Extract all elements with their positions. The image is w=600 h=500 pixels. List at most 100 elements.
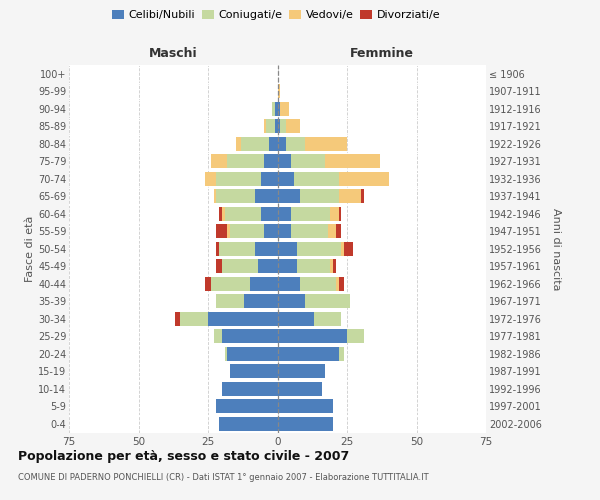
Bar (222, 382, 277, 396)
Bar (250, 276, 277, 291)
Bar (217, 242, 219, 256)
Bar (261, 172, 277, 186)
Bar (255, 189, 277, 204)
Bar (277, 259, 297, 274)
Bar (338, 206, 341, 221)
Bar (227, 224, 230, 238)
Bar (277, 364, 325, 378)
Bar (305, 294, 350, 308)
Bar (314, 312, 341, 326)
Bar (255, 242, 277, 256)
Bar (297, 259, 331, 274)
Bar (277, 189, 300, 204)
Bar (205, 172, 217, 186)
Bar (277, 119, 280, 134)
Bar (277, 84, 280, 98)
Bar (217, 294, 244, 308)
Bar (277, 224, 292, 238)
Bar (214, 189, 217, 204)
Bar (277, 102, 280, 116)
Bar (347, 329, 364, 344)
Bar (180, 312, 208, 326)
Bar (277, 329, 347, 344)
Bar (217, 189, 255, 204)
Bar (230, 224, 263, 238)
Bar (263, 224, 277, 238)
Bar (272, 102, 275, 116)
Bar (227, 346, 277, 361)
Y-axis label: Fasce di età: Fasce di età (25, 216, 35, 282)
Bar (336, 276, 338, 291)
Bar (338, 172, 389, 186)
Bar (286, 119, 300, 134)
Bar (263, 154, 277, 168)
Bar (244, 294, 277, 308)
Bar (236, 136, 241, 151)
Bar (341, 242, 344, 256)
Bar (292, 206, 331, 221)
Bar (275, 102, 277, 116)
Bar (277, 276, 300, 291)
Bar (263, 119, 266, 134)
Bar (344, 242, 353, 256)
Bar (338, 276, 344, 291)
Bar (328, 224, 336, 238)
Bar (227, 154, 263, 168)
Bar (219, 206, 222, 221)
Bar (292, 154, 325, 168)
Bar (300, 276, 336, 291)
Bar (361, 189, 364, 204)
Bar (300, 189, 338, 204)
Bar (277, 242, 297, 256)
Bar (277, 172, 294, 186)
Bar (336, 224, 341, 238)
Bar (277, 136, 286, 151)
Bar (217, 224, 227, 238)
Bar (266, 119, 275, 134)
Y-axis label: Anni di nascita: Anni di nascita (551, 208, 561, 290)
Bar (292, 224, 328, 238)
Bar (217, 399, 277, 413)
Bar (205, 276, 211, 291)
Bar (277, 312, 314, 326)
Text: Popolazione per età, sesso e stato civile - 2007: Popolazione per età, sesso e stato civil… (18, 450, 349, 463)
Bar (211, 154, 227, 168)
Bar (230, 364, 277, 378)
Bar (219, 242, 255, 256)
Bar (277, 346, 338, 361)
Bar (241, 136, 269, 151)
Bar (214, 329, 222, 344)
Bar (269, 136, 277, 151)
Bar (333, 259, 336, 274)
Bar (275, 119, 277, 134)
Bar (331, 206, 338, 221)
Bar (261, 206, 277, 221)
Bar (277, 382, 322, 396)
Legend: Celibi/Nubili, Coniugati/e, Vedovi/e, Divorziati/e: Celibi/Nubili, Coniugati/e, Vedovi/e, Di… (107, 6, 445, 25)
Bar (222, 329, 277, 344)
Text: COMUNE DI PADERNO PONCHIELLI (CR) - Dati ISTAT 1° gennaio 2007 - Elaborazione TU: COMUNE DI PADERNO PONCHIELLI (CR) - Dati… (18, 472, 428, 482)
Bar (217, 172, 261, 186)
Bar (294, 172, 338, 186)
Bar (297, 242, 341, 256)
Bar (286, 136, 305, 151)
Bar (277, 294, 305, 308)
Bar (277, 416, 333, 431)
Bar (208, 312, 277, 326)
Bar (280, 119, 286, 134)
Bar (175, 312, 180, 326)
Bar (338, 189, 361, 204)
Bar (277, 206, 292, 221)
Bar (222, 206, 224, 221)
Bar (277, 399, 333, 413)
Bar (331, 259, 333, 274)
Bar (224, 346, 227, 361)
Text: Maschi: Maschi (149, 47, 197, 60)
Bar (224, 206, 261, 221)
Bar (325, 154, 380, 168)
Bar (258, 259, 277, 274)
Bar (217, 259, 222, 274)
Text: Femmine: Femmine (350, 47, 414, 60)
Bar (280, 102, 289, 116)
Bar (338, 346, 344, 361)
